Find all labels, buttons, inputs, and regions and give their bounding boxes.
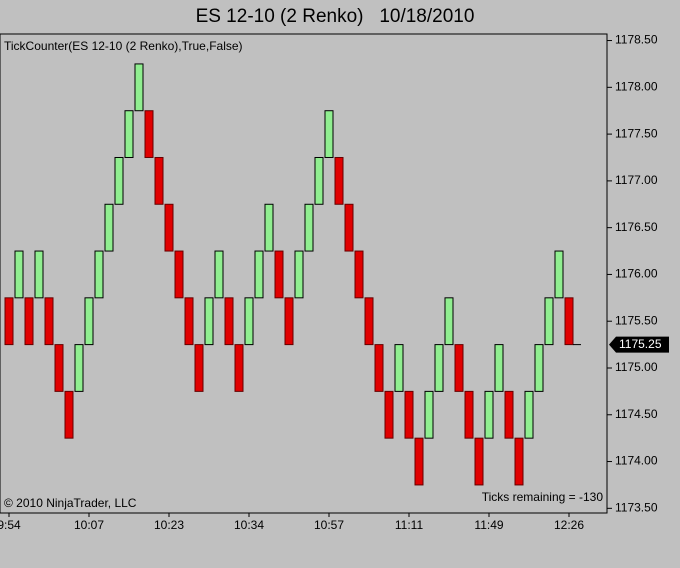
down-brick	[224, 297, 234, 346]
y-tick-label: 1175.00	[615, 360, 658, 374]
up-brick	[204, 297, 214, 346]
down-brick	[404, 390, 414, 439]
down-brick	[234, 344, 244, 392]
down-brick	[24, 297, 34, 346]
down-brick	[274, 250, 284, 299]
chart-title: ES 12-10 (2 Renko) 10/18/2010	[196, 6, 475, 27]
up-brick	[94, 250, 104, 299]
up-brick	[114, 156, 124, 205]
up-brick	[484, 390, 494, 439]
up-brick	[524, 390, 534, 439]
down-brick	[414, 437, 424, 486]
x-tick-label: 11:49	[474, 518, 503, 532]
x-tick-label: 10:23	[154, 518, 184, 532]
down-brick	[514, 437, 524, 486]
up-brick	[244, 297, 254, 346]
down-brick	[384, 390, 394, 439]
y-tick-label: 1175.50	[615, 313, 658, 327]
down-brick	[364, 297, 374, 346]
up-brick	[434, 344, 444, 392]
x-tick-label: 12:26	[554, 518, 584, 532]
up-brick	[294, 250, 304, 299]
last-price-box	[609, 336, 669, 353]
up-brick	[544, 297, 554, 346]
down-brick	[464, 390, 474, 439]
down-brick	[54, 344, 64, 392]
down-brick	[44, 297, 54, 346]
up-brick	[254, 250, 264, 299]
y-tick-label: 1174.00	[615, 454, 658, 468]
up-brick	[34, 250, 44, 299]
up-brick	[314, 156, 324, 205]
down-brick	[144, 110, 154, 158]
y-tick-label: 1173.50	[615, 500, 658, 514]
down-brick	[374, 344, 384, 392]
down-brick	[564, 297, 574, 346]
up-brick	[214, 250, 224, 299]
x-tick-label: 10:57	[314, 518, 344, 532]
down-brick	[174, 250, 184, 299]
up-brick	[264, 203, 274, 252]
down-brick	[194, 344, 204, 392]
y-tick-label: 1178.00	[615, 79, 658, 93]
down-brick	[164, 203, 174, 252]
y-tick-label: 1178.50	[615, 33, 658, 47]
up-brick	[424, 390, 434, 439]
up-brick	[134, 63, 144, 112]
down-brick	[344, 203, 354, 252]
down-brick	[454, 344, 464, 392]
down-brick	[284, 297, 294, 346]
last-price-label: 1175.25	[619, 337, 662, 351]
up-brick	[124, 110, 134, 158]
up-brick	[14, 250, 24, 299]
down-brick	[64, 390, 74, 439]
y-tick-label: 1176.50	[615, 220, 658, 234]
x-tick-label: 11:11	[395, 518, 424, 532]
y-tick-label: 1177.00	[615, 173, 658, 187]
x-tick-label: 9:54	[0, 518, 21, 532]
copyright: © 2010 NinjaTrader, LLC	[4, 496, 137, 510]
down-brick	[184, 297, 194, 346]
indicator-label: TickCounter(ES 12-10 (2 Renko),True,Fals…	[4, 39, 243, 53]
x-tick-label: 10:34	[234, 518, 264, 532]
up-brick	[84, 297, 94, 346]
y-tick-label: 1174.50	[615, 407, 658, 421]
up-brick	[74, 344, 84, 392]
down-brick	[474, 437, 484, 486]
up-brick	[324, 110, 334, 158]
up-brick	[304, 203, 314, 252]
up-brick	[444, 297, 454, 346]
y-tick-label: 1176.00	[615, 267, 658, 281]
up-brick	[554, 250, 564, 299]
status-text: Ticks remaining = -130	[482, 490, 604, 504]
up-brick	[494, 344, 504, 392]
y-tick-label: 1177.50	[615, 126, 658, 140]
down-brick	[154, 156, 164, 205]
up-brick	[534, 344, 544, 392]
up-brick	[104, 203, 114, 252]
up-brick	[394, 344, 404, 392]
down-brick	[4, 297, 14, 346]
down-brick	[504, 390, 514, 439]
down-brick	[334, 156, 344, 205]
x-tick-label: 10:07	[74, 518, 104, 532]
down-brick	[354, 250, 364, 299]
